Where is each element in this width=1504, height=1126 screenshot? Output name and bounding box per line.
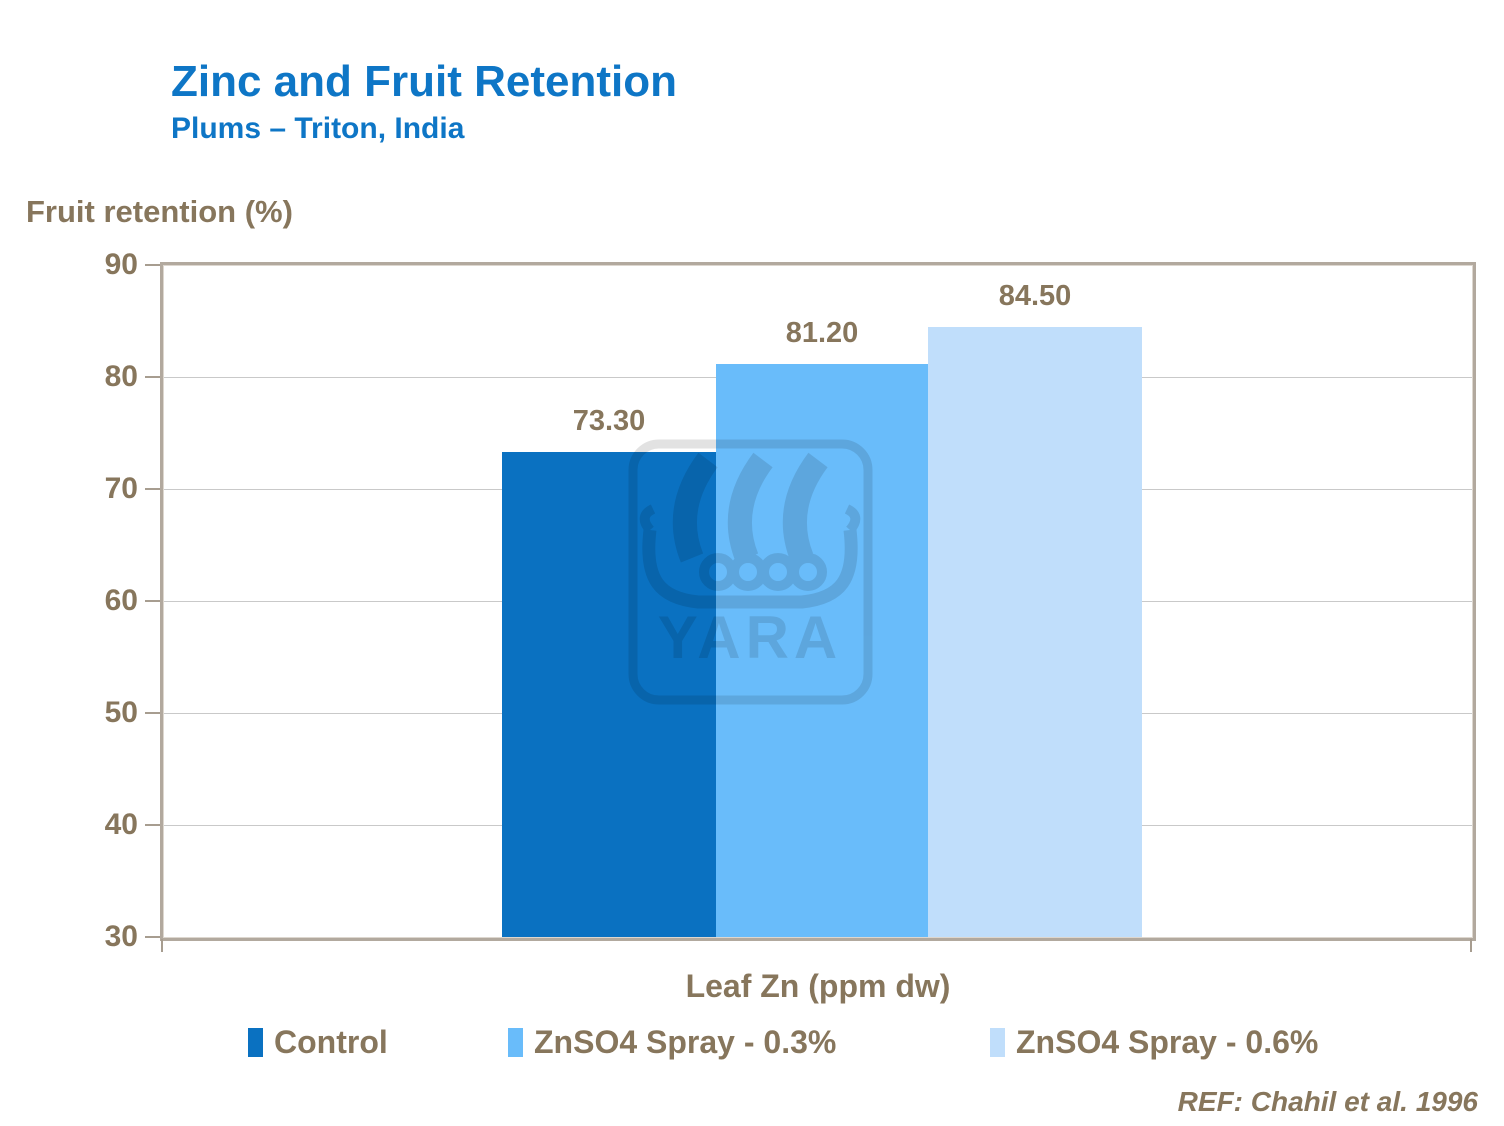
y-tick-label: 80 <box>104 360 138 393</box>
bar-control <box>502 452 716 937</box>
x-axis-title: Leaf Zn (ppm dw) <box>685 968 951 1004</box>
legend-swatch-znso4-0-3 <box>508 1027 523 1057</box>
slide-title: Zinc and Fruit Retention <box>171 57 677 106</box>
legend-label-znso4-0-6: ZnSO4 Spray - 0.6% <box>1016 1023 1319 1060</box>
y-tick-mark <box>145 936 162 938</box>
y-tick-mark <box>145 600 162 602</box>
legend-swatch-znso4-0-6 <box>990 1027 1005 1057</box>
legend-label-control: Control <box>274 1023 388 1060</box>
x-axis-tick-left <box>161 939 163 952</box>
legend-swatch-control <box>248 1027 263 1057</box>
y-axis-title: Fruit retention (%) <box>26 194 293 229</box>
y-tick-label: 50 <box>104 696 138 729</box>
bar-value-label-znso4-0-6: 84.50 <box>998 279 1072 312</box>
y-tick-label: 60 <box>104 584 138 617</box>
legend-item-znso4-0-3: ZnSO4 Spray - 0.3% <box>508 1022 836 1062</box>
legend-item-control: Control <box>248 1022 388 1062</box>
y-tick-mark <box>145 824 162 826</box>
y-tick-mark <box>145 264 162 266</box>
reference-text: REF: Chahil et al. 1996 <box>1177 1086 1478 1117</box>
x-axis-tick-right <box>1470 939 1472 952</box>
y-tick-mark <box>145 488 162 490</box>
y-tick-label: 30 <box>104 920 138 953</box>
bar-value-label-control: 73.30 <box>572 405 646 438</box>
y-tick-label: 40 <box>104 808 138 841</box>
legend-label-znso4-0-3: ZnSO4 Spray - 0.3% <box>534 1023 837 1060</box>
slide-subtitle: Plums – Triton, India <box>171 112 465 145</box>
y-tick-label: 90 <box>104 248 138 281</box>
bar-znso4-spray-0-6 <box>928 326 1142 937</box>
bar-znso4-spray-0-3 <box>716 363 928 937</box>
y-tick-mark <box>145 376 162 378</box>
y-tick-label: 70 <box>104 472 138 505</box>
legend-item-znso4-0-6: ZnSO4 Spray - 0.6% <box>990 1022 1318 1062</box>
y-tick-mark <box>145 712 162 714</box>
bar-value-label-znso4-0-3: 81.20 <box>785 316 859 349</box>
